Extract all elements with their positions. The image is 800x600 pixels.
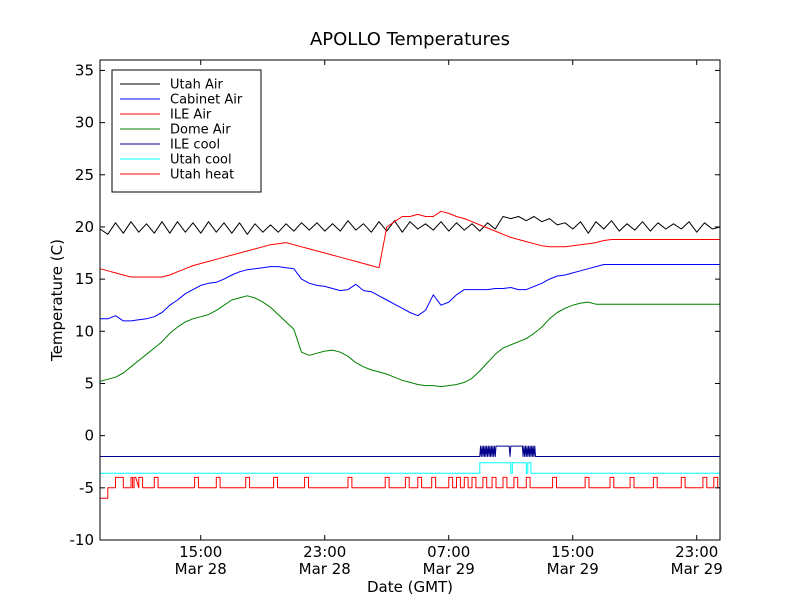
y-tick-label: -5 bbox=[79, 479, 94, 497]
y-tick-label: 25 bbox=[75, 166, 94, 184]
chart-title: APOLLO Temperatures bbox=[310, 29, 510, 50]
legend-label-cabinet-air: Cabinet Air bbox=[170, 93, 243, 108]
series-line-utah-air bbox=[99, 216, 721, 235]
y-tick-label: 35 bbox=[75, 61, 94, 79]
legend-label-utah-cool: Utah cool bbox=[170, 153, 232, 168]
x-tick-time-label: 23:00 bbox=[675, 543, 718, 561]
y-tick-label: 30 bbox=[75, 114, 94, 132]
series-line-ile-air bbox=[99, 210, 720, 278]
series-line-utah-heat bbox=[100, 476, 720, 499]
y-tick-label: 0 bbox=[84, 427, 94, 445]
series-line-utah-cool bbox=[100, 462, 720, 474]
y-tick-label: 20 bbox=[75, 218, 94, 236]
legend-label-utah-air: Utah Air bbox=[170, 78, 223, 93]
x-tick-date-label: Mar 29 bbox=[423, 560, 475, 578]
series-line-ile-cool bbox=[100, 445, 720, 457]
y-tick-label: 5 bbox=[84, 374, 94, 392]
legend-label-dome-air: Dome Air bbox=[170, 123, 231, 138]
x-tick-date-label: Mar 28 bbox=[175, 560, 227, 578]
x-axis-label: Date (GMT) bbox=[367, 578, 453, 596]
y-tick-label: -10 bbox=[70, 531, 95, 549]
x-tick-time-label: 15:00 bbox=[179, 543, 222, 561]
legend-label-ile-cool: ILE cool bbox=[170, 138, 220, 153]
x-tick-date-label: Mar 29 bbox=[547, 560, 599, 578]
series-line-cabinet-air bbox=[100, 264, 720, 322]
y-tick-label: 15 bbox=[75, 270, 94, 288]
series-line-dome-air bbox=[99, 295, 720, 388]
y-tick-label: 10 bbox=[75, 322, 94, 340]
x-tick-time-label: 23:00 bbox=[303, 543, 346, 561]
x-tick-time-label: 07:00 bbox=[427, 543, 470, 561]
legend-box bbox=[111, 69, 262, 193]
x-tick-date-label: Mar 28 bbox=[299, 560, 351, 578]
series-layer bbox=[99, 210, 721, 499]
x-tick-date-label: Mar 29 bbox=[671, 560, 723, 578]
legend-label-ile-air: ILE Air bbox=[170, 108, 212, 123]
y-axis-label: Temperature (C) bbox=[48, 239, 66, 362]
legend-label-utah-heat: Utah heat bbox=[170, 168, 234, 183]
plot-frame bbox=[99, 59, 721, 541]
x-tick-time-label: 15:00 bbox=[551, 543, 594, 561]
